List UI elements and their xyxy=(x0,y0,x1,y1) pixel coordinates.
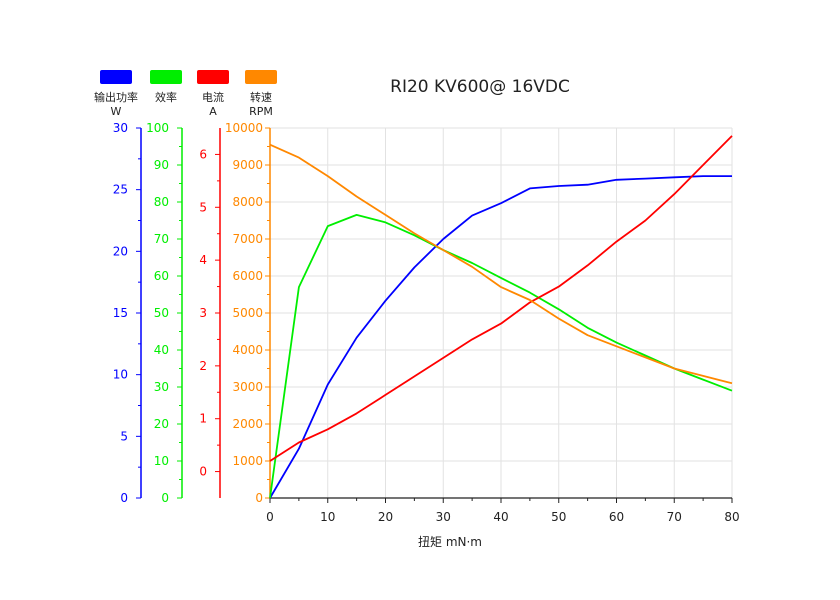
power-tick-label: 15 xyxy=(113,306,128,320)
efficiency-tick-label: 60 xyxy=(154,269,169,283)
x-axis: 0 10 20 30 40 50 60 70 80 xyxy=(266,497,740,524)
efficiency-tick-label: 10 xyxy=(154,454,169,468)
series-line-current xyxy=(269,135,733,462)
series-line-speed xyxy=(269,143,733,385)
series-line-efficiency xyxy=(269,213,733,499)
legend-label: 转速 xyxy=(250,90,272,104)
legend-swatch xyxy=(245,70,277,84)
power-tick-label: 10 xyxy=(113,368,128,382)
speed-tick-label: 2000 xyxy=(232,417,263,431)
current-tick-label: 2 xyxy=(199,359,207,373)
speed-tick-label: 4000 xyxy=(232,343,263,357)
legend-unit: A xyxy=(209,105,217,118)
legend-swatch xyxy=(197,70,229,84)
efficiency-tick-label: 80 xyxy=(154,195,169,209)
power-tick-label: 20 xyxy=(113,244,128,258)
speed-tick-label: 1000 xyxy=(232,454,263,468)
power-axis: 0 5 10 15 20 25 30 xyxy=(113,121,142,505)
legend-label: 输出功率 xyxy=(94,90,138,104)
speed-tick-label: 10000 xyxy=(225,121,263,135)
x-tick-label: 10 xyxy=(320,510,335,524)
speed-tick-label: 6000 xyxy=(232,269,263,283)
x-tick-label: 70 xyxy=(667,510,682,524)
legend-label: 效率 xyxy=(155,90,177,104)
speed-tick-label: 5000 xyxy=(232,306,263,320)
speed-tick-label: 3000 xyxy=(232,380,263,394)
power-tick-label: 25 xyxy=(113,183,128,197)
speed-tick-label: 9000 xyxy=(232,158,263,172)
efficiency-axis: 0 10 20 30 40 50 60 70 80 90 100 xyxy=(146,121,183,505)
legend-unit: RPM xyxy=(249,105,273,118)
legend-unit: W xyxy=(111,105,122,118)
efficiency-tick-label: 50 xyxy=(154,306,169,320)
legend-label: 电流 xyxy=(202,90,224,104)
x-tick-label: 60 xyxy=(609,510,624,524)
efficiency-tick-label: 100 xyxy=(146,121,169,135)
efficiency-tick-label: 0 xyxy=(161,491,169,505)
power-tick-label: 5 xyxy=(120,429,128,443)
current-tick-label: 1 xyxy=(199,412,207,426)
x-tick-label: 80 xyxy=(724,510,739,524)
current-tick-label: 4 xyxy=(199,253,207,267)
current-tick-label: 0 xyxy=(199,465,207,479)
legend-entry-efficiency: 效率 xyxy=(150,70,182,104)
speed-tick-label: 8000 xyxy=(232,195,263,209)
power-tick-label: 30 xyxy=(113,121,128,135)
chart-title: RI20 KV600@ 16VDC xyxy=(390,77,570,97)
y-axes: 0510152025300102030405060708090100012345… xyxy=(113,121,271,505)
x-tick-label: 20 xyxy=(378,510,393,524)
x-tick-label: 50 xyxy=(551,510,566,524)
speed-axis: 0 1000 2000 3000 4000 5000 6000 7000 8000 9000 100… xyxy=(225,121,271,505)
current-tick-label: 5 xyxy=(199,200,207,214)
series-line-power xyxy=(269,175,732,499)
efficiency-tick-label: 30 xyxy=(154,380,169,394)
speed-tick-label: 0 xyxy=(255,491,263,505)
legend-swatch xyxy=(150,70,182,84)
efficiency-tick-label: 40 xyxy=(154,343,169,357)
efficiency-tick-label: 90 xyxy=(154,158,169,172)
x-tick-label: 40 xyxy=(493,510,508,524)
legend-entry-current: 电流A xyxy=(197,70,229,118)
efficiency-tick-label: 70 xyxy=(154,232,169,246)
speed-tick-label: 7000 xyxy=(232,232,263,246)
current-axis: 0 1 2 3 4 5 6 xyxy=(199,128,221,498)
x-tick-label: 30 xyxy=(436,510,451,524)
x-axis-label: 扭矩 mN·m xyxy=(418,535,482,549)
series-lines xyxy=(269,135,733,499)
legend-swatch xyxy=(100,70,132,84)
power-tick-label: 0 xyxy=(120,491,128,505)
current-tick-label: 3 xyxy=(199,306,207,320)
x-tick-label: 0 xyxy=(266,510,274,524)
current-tick-label: 6 xyxy=(199,147,207,161)
efficiency-tick-label: 20 xyxy=(154,417,169,431)
